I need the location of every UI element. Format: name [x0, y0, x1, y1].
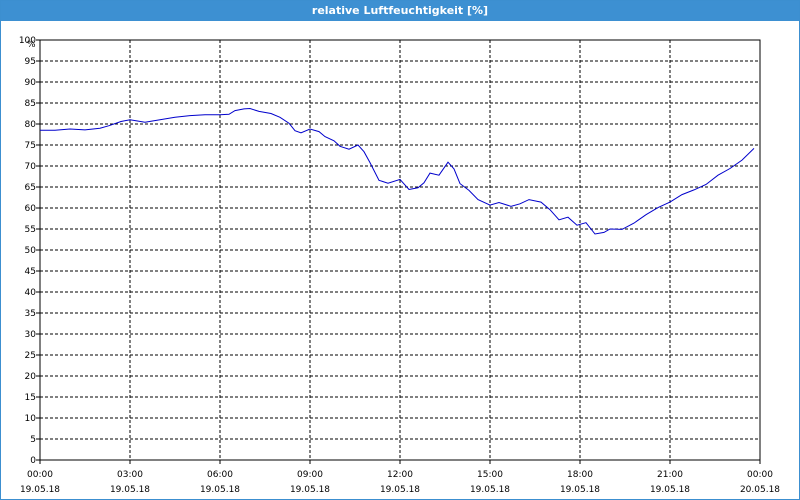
y-tick-label: 0	[30, 456, 36, 466]
y-tick-label: 80	[25, 120, 37, 130]
x-tick-time-label: 00:00	[27, 470, 53, 480]
y-tick-label: 50	[25, 246, 37, 256]
y-axis-label: %	[27, 40, 36, 50]
x-tick-time-label: 18:00	[567, 470, 593, 480]
humidity-series-line	[40, 107, 755, 235]
y-tick-label: 90	[25, 78, 37, 88]
x-tick-date-label: 19.05.18	[110, 485, 150, 495]
y-tick-label: 45	[25, 267, 36, 277]
x-tick-date-label: 19.05.18	[380, 485, 420, 495]
x-tick-time-label: 12:00	[387, 470, 413, 480]
y-tick-label: 10	[25, 414, 37, 424]
y-tick-label: 65	[25, 183, 36, 193]
axis-ticks: 0 5 10 15 20 25 30 35 40 45 50 55 60 65 70 75 80 85 90 95 10…	[19, 36, 781, 495]
y-tick-label: 75	[25, 141, 36, 151]
x-tick-time-label: 06:00	[207, 470, 233, 480]
x-tick-date-label: 19.05.18	[200, 485, 240, 495]
x-tick-time-label: 15:00	[477, 470, 503, 480]
x-tick-date-label: 19.05.18	[290, 485, 330, 495]
y-tick-label: 85	[25, 99, 36, 109]
y-tick-label: 5	[30, 435, 36, 445]
y-tick-label: 30	[25, 330, 37, 340]
y-tick-label: 100	[19, 36, 36, 46]
y-tick-label: 20	[25, 372, 37, 382]
x-tick-time-label: 09:00	[297, 470, 323, 480]
x-tick-date-label: 19.05.18	[20, 485, 60, 495]
x-tick-date-label: 20.05.18	[740, 485, 780, 495]
x-tick-time-label: 21:00	[657, 470, 683, 480]
y-tick-label: 15	[25, 393, 36, 403]
y-tick-label: 70	[25, 162, 37, 172]
y-tick-label: 95	[25, 57, 36, 67]
window-title: relative Luftfeuchtigkeit [%]	[1, 1, 799, 21]
x-tick-date-label: 19.05.18	[470, 485, 510, 495]
y-tick-label: 25	[25, 351, 36, 361]
y-tick-label: 35	[25, 309, 36, 319]
x-tick-time-label: 00:00	[747, 470, 773, 480]
y-tick-label: 40	[25, 288, 37, 298]
x-tick-time-label: 03:00	[117, 470, 143, 480]
x-tick-date-label: 19.05.18	[560, 485, 600, 495]
y-tick-label: 60	[25, 204, 37, 214]
y-tick-label: 55	[25, 225, 36, 235]
x-tick-date-label: 19.05.18	[650, 485, 690, 495]
grid	[40, 40, 760, 460]
